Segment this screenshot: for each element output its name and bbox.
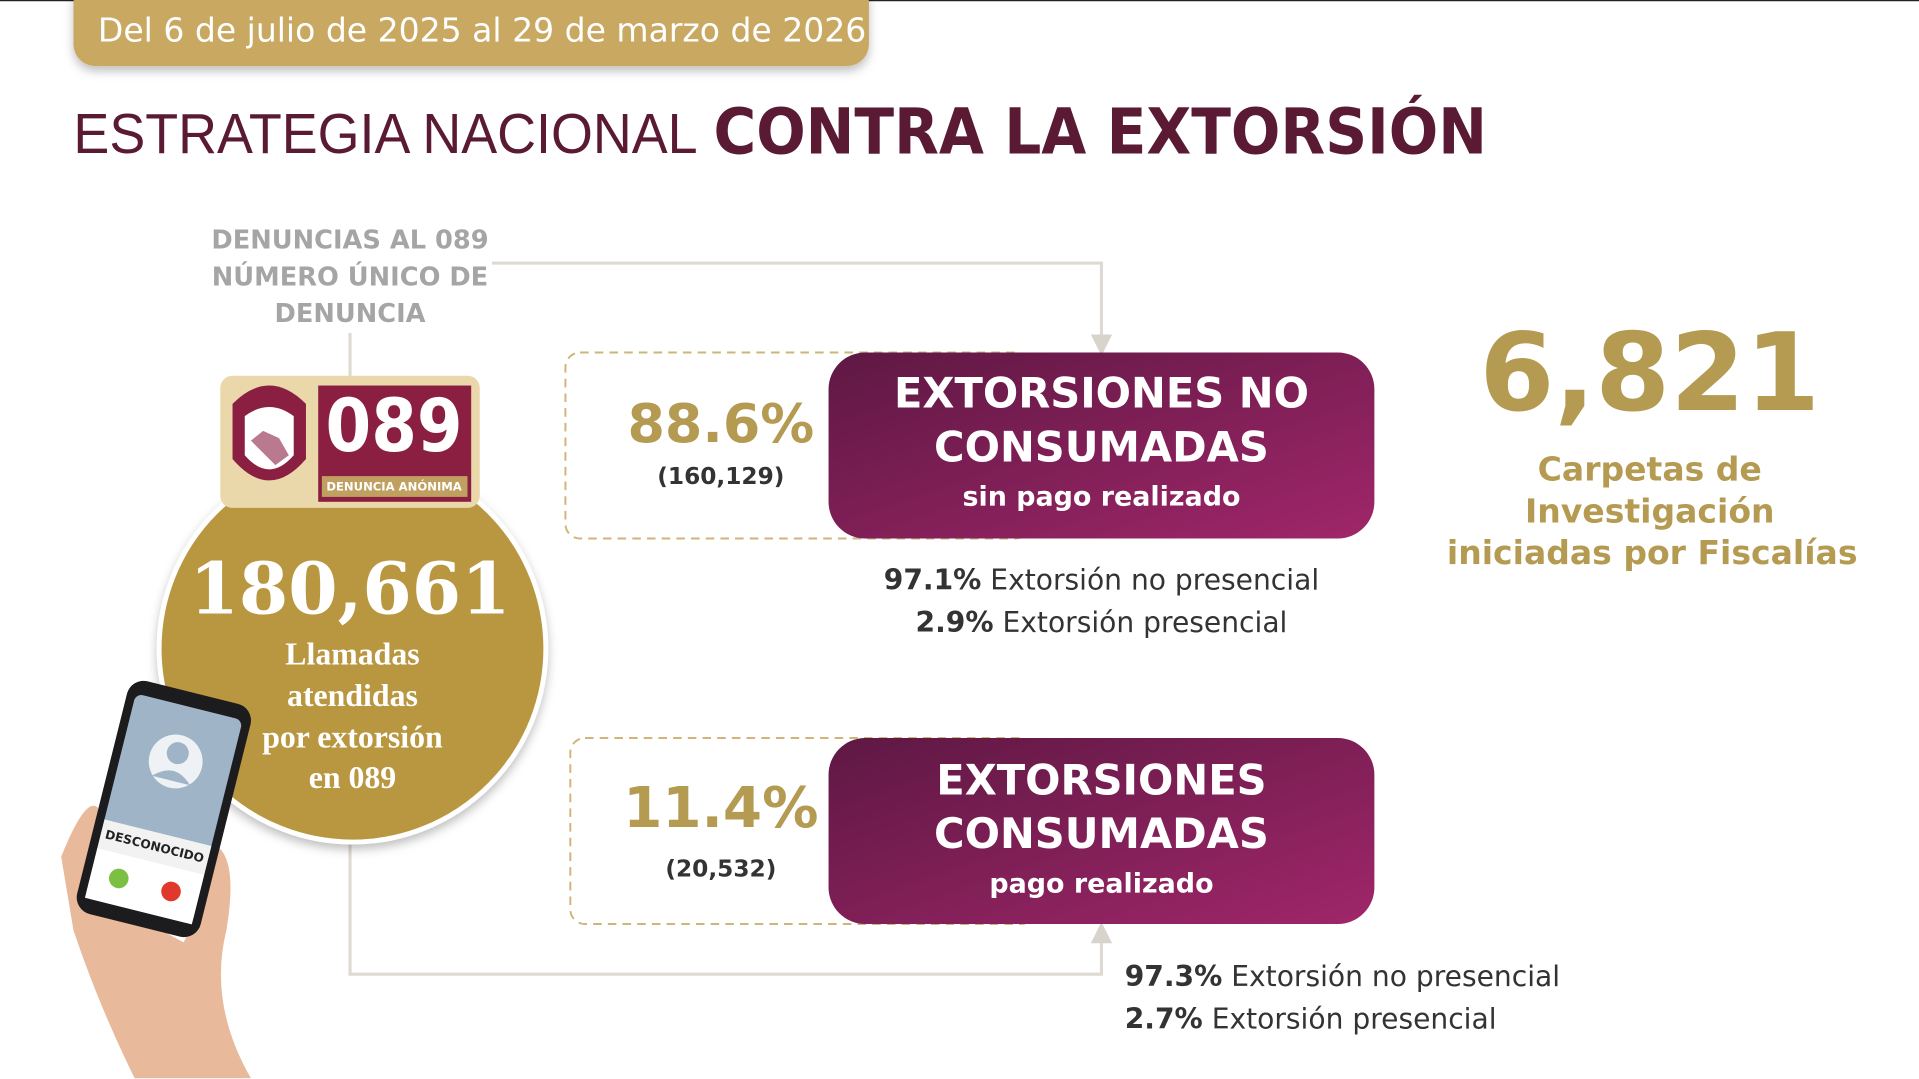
caller-bg <box>97 819 212 875</box>
outcome-1: 88.6% (160,129) EXTORSIONES NO CONSUMADA… <box>564 351 1375 639</box>
outcome-title: EXTORSIONES <box>936 755 1266 804</box>
logo-number: 089 <box>326 384 463 469</box>
outcome-box <box>828 738 1375 925</box>
calls-label-line: Llamadas <box>285 637 419 672</box>
breakdown-label: Extorsión presencial <box>1212 1003 1497 1036</box>
outcome-percent: 11.4% <box>623 776 818 841</box>
breakdown-percent: 97.3% <box>1125 960 1223 993</box>
source-line: DENUNCIAS AL 089 <box>211 226 488 256</box>
breakdown-line: 97.1% Extorsión no presencial <box>884 563 1319 596</box>
calls-label: Llamadas atendidas por extorsión en 089 <box>262 637 443 796</box>
calls-total: 180,661 <box>190 546 511 630</box>
breakdown-percent: 2.9% <box>916 606 994 639</box>
outcome-count: (20,532) <box>665 856 776 883</box>
connector-top <box>491 261 1113 356</box>
avatar-head <box>166 742 189 765</box>
investigations-label: iniciadas por Fiscalías <box>1447 533 1858 572</box>
source-line: NÚMERO ÚNICO DE <box>212 260 488 292</box>
outcome-title: CONSUMADAS <box>934 422 1269 471</box>
date-pill <box>73 0 869 67</box>
accept-button <box>108 868 129 889</box>
investigations: 6,821 Carpetas de Investigación iniciada… <box>1447 311 1858 572</box>
breakdown-label: Extorsión no presencial <box>990 563 1319 596</box>
breakdown-line: 2.9% Extorsión presencial <box>916 606 1288 639</box>
date-range: Del 6 de julio de 2025 al 29 de marzo de… <box>98 10 866 49</box>
calls-label-line: por extorsión <box>262 720 443 755</box>
avatar-body <box>151 770 190 786</box>
breakdown-line: 97.3% Extorsión no presencial <box>1125 960 1560 993</box>
logo-map <box>250 430 289 466</box>
connector-bottom <box>348 844 1113 976</box>
outcome-box <box>828 352 1375 539</box>
breakdown-label: Extorsión no presencial <box>1231 960 1560 993</box>
source-line: DENUNCIA <box>275 299 426 329</box>
phone: DESCONOCIDO <box>76 680 251 938</box>
title-light: ESTRATEGIA NACIONAL <box>73 102 697 165</box>
source-label: DENUNCIAS AL 089 NÚMERO ÚNICO DE DENUNCI… <box>211 226 488 329</box>
decline-button <box>161 881 181 902</box>
breakdown-percent: 97.1% <box>884 563 982 596</box>
calls-label-line: atendidas <box>287 678 418 713</box>
title-bold: CONTRA LA EXTORSIÓN <box>714 93 1487 169</box>
investigations-label: Carpetas de <box>1538 450 1762 489</box>
outcome-title: CONSUMADAS <box>934 809 1269 858</box>
logo-caption-bg <box>321 476 468 497</box>
connectors <box>348 261 1113 976</box>
outcome-percent: 88.6% <box>627 392 814 455</box>
outcome-count: (160,129) <box>657 463 784 490</box>
calls-label-line: en 089 <box>309 760 396 795</box>
logo-caption: DENUNCIA ANÓNIMA <box>326 479 461 494</box>
outcome-subtitle: pago realizado <box>989 868 1213 899</box>
investigations-label: Investigación <box>1525 491 1775 530</box>
breakdown-label: Extorsión presencial <box>1003 606 1288 639</box>
outcome-2: 11.4% (20,532) EXTORSIONES CONSUMADAS pa… <box>569 737 1560 1036</box>
breakdown-line: 2.7% Extorsión presencial <box>1125 1003 1497 1036</box>
outcome-subtitle: sin pago realizado <box>962 482 1240 513</box>
logo-089: 089 DENUNCIA ANÓNIMA <box>220 375 480 508</box>
breakdown-percent: 2.7% <box>1125 1003 1203 1036</box>
investigations-total: 6,821 <box>1479 311 1820 436</box>
phone-illustration: DESCONOCIDO <box>61 680 251 1079</box>
outcome-title: EXTORSIONES NO <box>894 369 1309 418</box>
phone-bottom <box>84 847 205 925</box>
